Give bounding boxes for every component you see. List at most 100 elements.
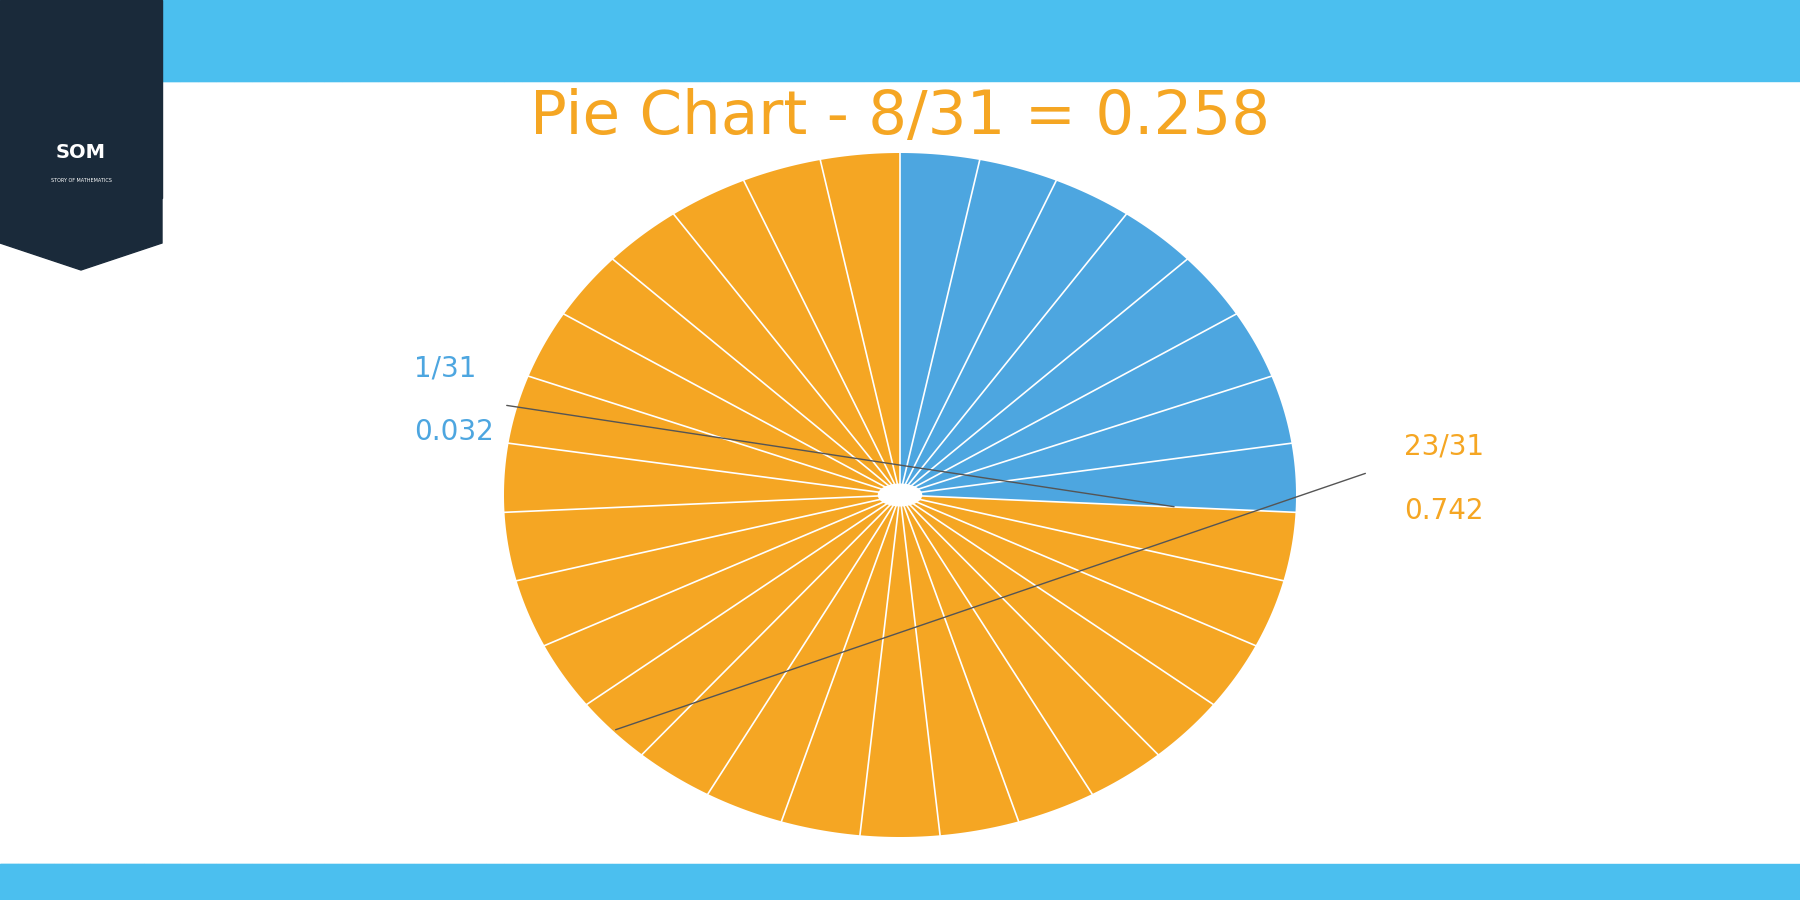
Bar — [522, 864, 540, 900]
Polygon shape — [504, 153, 1296, 837]
Bar — [594, 0, 612, 81]
Bar — [684, 864, 702, 900]
Bar — [90, 0, 108, 81]
Bar — [306, 0, 324, 81]
Bar — [414, 0, 432, 81]
Bar — [72, 0, 90, 81]
Bar — [702, 864, 720, 900]
Bar — [936, 864, 954, 900]
Bar — [396, 864, 414, 900]
Bar — [918, 0, 936, 81]
Bar — [450, 0, 468, 81]
Text: 0.742: 0.742 — [1404, 497, 1483, 525]
Bar — [1602, 864, 1620, 900]
Bar — [1314, 0, 1332, 81]
Bar — [918, 864, 936, 900]
Bar — [1422, 864, 1440, 900]
Bar — [1494, 0, 1512, 81]
Bar — [1620, 0, 1638, 81]
Polygon shape — [0, 0, 162, 198]
Bar — [648, 864, 666, 900]
Bar — [1062, 0, 1080, 81]
Bar — [1602, 0, 1620, 81]
Bar — [1512, 864, 1530, 900]
Bar — [1350, 864, 1368, 900]
Bar — [378, 864, 396, 900]
Bar — [126, 864, 144, 900]
Bar — [954, 864, 972, 900]
Bar — [792, 864, 810, 900]
Bar — [882, 0, 900, 81]
Bar — [288, 0, 306, 81]
Bar — [342, 0, 360, 81]
Bar — [0, 0, 18, 81]
Bar — [306, 864, 324, 900]
Bar — [1692, 864, 1710, 900]
Bar — [1134, 864, 1152, 900]
Bar — [1692, 0, 1710, 81]
Bar — [1152, 864, 1170, 900]
Bar — [1242, 0, 1260, 81]
Bar — [756, 864, 774, 900]
Bar — [126, 0, 144, 81]
Bar — [432, 0, 450, 81]
Bar — [54, 0, 72, 81]
Bar — [1656, 0, 1674, 81]
Bar — [72, 864, 90, 900]
Bar — [270, 0, 288, 81]
Bar — [414, 864, 432, 900]
Bar — [252, 864, 270, 900]
Bar — [1332, 0, 1350, 81]
Bar — [1458, 0, 1476, 81]
Bar — [558, 0, 576, 81]
Bar — [432, 864, 450, 900]
Bar — [450, 864, 468, 900]
Bar — [1170, 0, 1188, 81]
Bar — [1260, 864, 1278, 900]
Bar — [252, 0, 270, 81]
Text: Pie Chart - 8/31 = 0.258: Pie Chart - 8/31 = 0.258 — [529, 87, 1271, 147]
Bar — [576, 0, 594, 81]
Bar — [612, 864, 630, 900]
Bar — [1296, 0, 1314, 81]
Bar — [1386, 0, 1404, 81]
Bar — [342, 864, 360, 900]
Bar — [882, 864, 900, 900]
Bar — [1710, 864, 1728, 900]
Bar — [1566, 0, 1584, 81]
Bar — [468, 0, 486, 81]
Text: SOM: SOM — [56, 143, 106, 163]
Bar — [576, 864, 594, 900]
Bar — [108, 864, 126, 900]
Bar — [288, 864, 306, 900]
Bar — [1674, 0, 1692, 81]
Bar — [1134, 0, 1152, 81]
Bar — [612, 0, 630, 81]
Bar — [1476, 864, 1494, 900]
Bar — [0, 0, 1800, 81]
Bar — [234, 0, 252, 81]
Bar — [1026, 0, 1044, 81]
Bar — [774, 0, 792, 81]
Bar — [702, 0, 720, 81]
Bar — [1008, 864, 1026, 900]
Bar — [756, 0, 774, 81]
Text: 1/31: 1/31 — [414, 355, 477, 382]
Bar — [1080, 864, 1098, 900]
Bar — [1188, 864, 1206, 900]
Bar — [810, 864, 828, 900]
Bar — [1368, 864, 1386, 900]
Polygon shape — [0, 198, 162, 270]
Bar — [1548, 0, 1566, 81]
Bar — [1728, 864, 1746, 900]
Bar — [1152, 0, 1170, 81]
Bar — [1710, 0, 1728, 81]
Bar — [1368, 0, 1386, 81]
Bar — [1782, 864, 1800, 900]
Bar — [1080, 0, 1098, 81]
Bar — [648, 0, 666, 81]
Bar — [1638, 864, 1656, 900]
Bar — [738, 0, 756, 81]
Bar — [1548, 864, 1566, 900]
Bar — [234, 864, 252, 900]
